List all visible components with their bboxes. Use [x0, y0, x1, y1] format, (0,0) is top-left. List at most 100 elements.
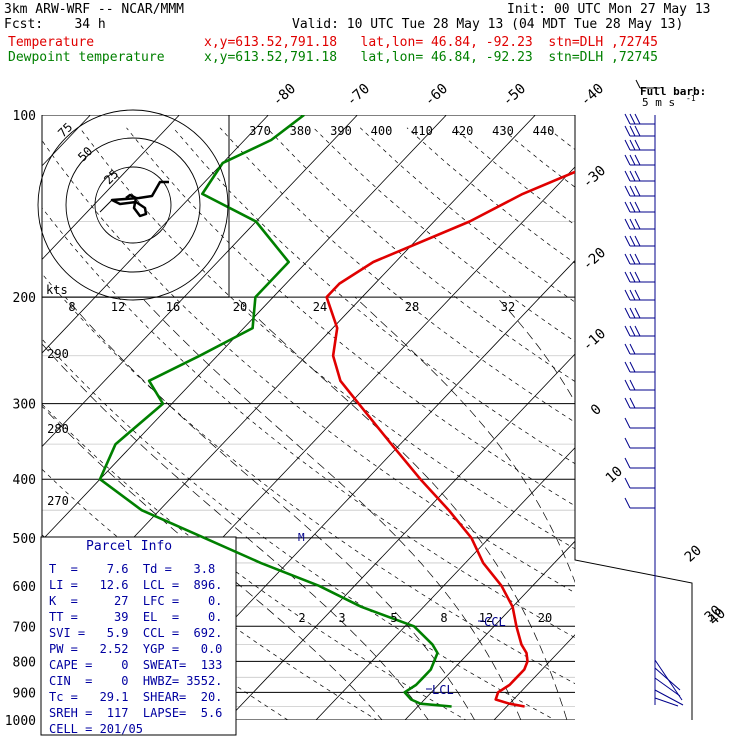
wind-barb — [624, 289, 655, 301]
theta-label: 390 — [330, 124, 352, 138]
mixing-ratio-label: 20 — [233, 300, 247, 314]
parcel-info-row: SVI = 5.9 CCL = 692. — [49, 626, 223, 640]
wind-barb — [624, 218, 655, 230]
dry-adiabat — [406, 127, 575, 264]
wind-barb-flag — [629, 325, 636, 337]
mixing-ratio-label: 8 — [440, 611, 447, 625]
sounding-lines — [98, 115, 575, 708]
parcel-info-row: CAPE = 0 SWEAT= 133 — [49, 658, 223, 672]
wind-barb — [624, 361, 655, 373]
pressure-tick-label: 700 — [13, 620, 36, 635]
theta-label: 440 — [533, 124, 555, 138]
moist-adiabat — [141, 296, 522, 720]
dewpoint-line — [98, 115, 452, 708]
wind-barb — [624, 325, 655, 337]
isotherm-line — [493, 634, 575, 720]
isotherm-label: -20 — [580, 245, 610, 274]
hodograph-ring — [94, 166, 172, 244]
hodograph-trace — [110, 180, 169, 218]
hodograph-units-label: kts — [46, 283, 68, 297]
wind-barb-flag — [624, 437, 631, 449]
wind-barb-flag — [629, 343, 636, 355]
wind-barb-flag — [629, 235, 636, 247]
isotherm-line — [315, 447, 575, 720]
wind-barb-flag — [624, 477, 631, 489]
parcel-info-row: Tc = 29.1 SHEAR= 20. — [49, 690, 223, 704]
valid-time: Valid: 10 UTC Tue 28 May 13 (04 MDT Tue … — [292, 17, 684, 32]
mixing-ratio-label: 8 — [68, 300, 75, 314]
wind-barb-flag — [624, 113, 631, 125]
dry-adiabat — [126, 127, 575, 507]
theta-label: 280 — [47, 422, 69, 436]
hodograph-ring — [65, 137, 201, 273]
wind-barb — [624, 139, 655, 151]
wind-barb — [624, 307, 655, 319]
wind-barb-flag — [624, 271, 631, 283]
wind-legend-barb — [635, 79, 641, 89]
wind-barb-flag — [624, 253, 631, 265]
temperature-location: x,y=613.52,791.18 lat,lon= 46.84, -92.23… — [204, 35, 658, 50]
wind-barb-flag — [634, 201, 641, 213]
wind-barb-flag — [629, 397, 636, 409]
wind-barb-flag — [634, 218, 641, 230]
wind-barb — [624, 125, 655, 137]
parcel-info-row: SREH = 117 LAPSE= 5.6 — [49, 706, 223, 720]
wind-barb — [624, 170, 655, 182]
wind-barb-flag — [624, 497, 631, 509]
wind-barb-flag — [624, 417, 631, 429]
wind-barb-flag — [624, 185, 631, 197]
isotherm-label: -70 — [344, 81, 374, 110]
hodograph-ring-label: 50 — [75, 144, 95, 164]
isotherm-line — [0, 115, 1, 720]
isotherm-label: -30 — [580, 163, 610, 192]
wind-barb-flag — [629, 170, 636, 182]
wind-barb-flag — [629, 218, 636, 230]
wind-barb-flag — [634, 289, 641, 301]
theta-label: 290 — [47, 347, 69, 361]
wind-barb — [624, 201, 655, 213]
isotherm-label: 10 — [603, 463, 626, 486]
wind-barb-flag — [629, 201, 636, 213]
mixing-ratio-label: 20 — [538, 611, 552, 625]
isotherm-label: 0 — [588, 401, 605, 419]
wind-barb-flag — [629, 289, 636, 301]
mixing-ratio-label: 24 — [313, 300, 327, 314]
parcel-info-row: TT = 39 EL = 0. — [49, 610, 223, 624]
wind-barb-shaft — [654, 677, 681, 697]
wind-barb-flag — [624, 343, 631, 355]
wind-legend-exponent: -1 — [686, 94, 696, 103]
moist-adiabat — [42, 405, 383, 720]
isotherm-label: -10 — [580, 326, 610, 355]
wind-barb — [624, 343, 655, 355]
parcel-info-row: LI = 12.6 LCL = 896. — [49, 578, 223, 592]
pressure-tick-label: 100 — [13, 109, 36, 124]
wind-barb-flag — [624, 218, 631, 230]
wind-barb-flag — [624, 397, 631, 409]
wind-barb-flag — [629, 253, 636, 265]
wind-barb-flag — [629, 185, 636, 197]
wind-barb-shaft — [654, 689, 684, 706]
dry-adiabat — [42, 207, 575, 639]
wind-barb-flag — [634, 139, 641, 151]
chart-right-edge — [574, 537, 693, 720]
isotherm-line — [583, 115, 740, 720]
isotherm-label: 20 — [682, 542, 705, 565]
wind-barb — [624, 113, 655, 125]
dewpoint-location: x,y=613.52,791.18 lat,lon= 46.84, -92.23… — [204, 50, 658, 65]
dry-adiabat — [687, 128, 740, 733]
forecast-hour: Fcst: 34 h — [4, 17, 106, 32]
dry-adiabat — [359, 127, 575, 303]
wind-barb — [624, 185, 655, 197]
moist-adiabat — [636, 297, 704, 733]
isotherm-label: -60 — [422, 81, 452, 110]
pressure-tick-label: 500 — [13, 532, 36, 547]
wind-barb-flag — [624, 201, 631, 213]
pressure-tick-label: 300 — [13, 398, 36, 413]
wind-barb-flag — [624, 457, 631, 469]
mixing-ratio-label: 5 — [390, 611, 397, 625]
wind-barb — [624, 154, 655, 166]
wind-barb-flag — [624, 307, 631, 319]
wind-barb-flag — [634, 170, 641, 182]
wind-barb-flag — [634, 113, 641, 125]
